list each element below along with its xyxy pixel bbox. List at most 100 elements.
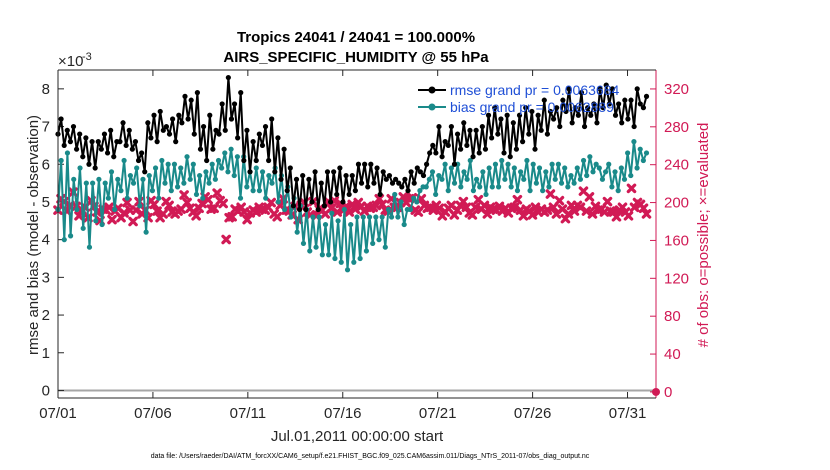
bias-point: [360, 214, 366, 220]
bias-point: [61, 237, 67, 243]
y-axis-left-label: rmse and bias (model - observation): [25, 115, 42, 355]
rmse-point: [451, 161, 458, 167]
bias-point: [477, 184, 483, 190]
rmse-point: [544, 131, 550, 137]
obs-evaluated-marker: [209, 203, 219, 214]
bias-point: [536, 165, 543, 171]
rmse-point: [547, 108, 554, 115]
rmse-point: [77, 131, 83, 137]
bias-point: [514, 188, 521, 194]
bias-point: [237, 195, 244, 201]
rmse-point: [204, 157, 210, 164]
bias-point: [225, 169, 231, 175]
bias-point: [439, 176, 445, 182]
rmse-point: [191, 131, 197, 137]
rmse-point: [275, 135, 281, 141]
bias-point: [212, 176, 218, 182]
obs-evaluated-marker: [527, 210, 538, 220]
y-right-tick-label: 80: [664, 308, 681, 325]
rmse-point: [139, 150, 145, 156]
bias-point: [584, 172, 590, 179]
rmse-point: [578, 90, 585, 96]
rmse-point: [349, 172, 355, 179]
bias-point: [90, 180, 96, 186]
rmse-point: [454, 131, 461, 137]
rmse-point: [374, 165, 380, 171]
bias-point: [112, 206, 118, 213]
bias-point: [543, 169, 549, 175]
bias-point: [392, 191, 398, 198]
bias-point: [134, 165, 140, 171]
bias-point: [470, 188, 477, 194]
rmse-point: [327, 199, 334, 205]
rmse-point: [600, 105, 606, 111]
rmse-point: [210, 146, 216, 152]
obs-evaluated-marker: [611, 211, 622, 222]
rmse-point: [126, 127, 132, 133]
bias-point: [565, 184, 571, 190]
rmse-point: [597, 86, 603, 92]
bias-point: [310, 214, 316, 220]
rmse-point: [625, 116, 631, 122]
x-tick-label: 07/16: [324, 405, 362, 422]
bias-point: [67, 233, 74, 239]
bias-point: [269, 180, 275, 186]
bias-point: [127, 172, 133, 179]
rmse-point: [541, 97, 547, 103]
bias-point: [209, 161, 215, 167]
y-right-tick-label: 120: [664, 270, 689, 287]
bias-point: [354, 214, 360, 220]
bias-point: [121, 157, 127, 164]
bias-point: [193, 191, 200, 198]
rmse-point: [423, 161, 430, 167]
obs-evaluated-marker: [74, 211, 84, 221]
obs-evaluated-marker: [221, 234, 231, 245]
y-right-tick-label: 200: [664, 195, 689, 212]
rmse-point: [324, 169, 331, 175]
rmse-point: [312, 169, 318, 175]
chart-title-line1: Tropics 24041 / 24041 = 100.000%: [237, 29, 475, 46]
rmse-point: [628, 97, 634, 103]
rmse-point: [272, 169, 278, 175]
legend-rmse-label: rmse grand pr = 0.0063684: [450, 82, 619, 98]
bias-point: [108, 169, 115, 175]
bias-point: [643, 150, 650, 156]
rmse-point: [287, 165, 293, 171]
rmse-point: [402, 176, 408, 182]
rmse-point: [616, 101, 622, 107]
rmse-point: [281, 146, 287, 152]
bias-point: [631, 139, 637, 145]
bias-point: [168, 188, 174, 194]
rmse-point: [104, 150, 111, 156]
rmse-point: [290, 203, 297, 209]
plot-background: [58, 70, 656, 398]
y-left-tick-label: 7: [42, 119, 50, 136]
bias-point: [115, 176, 121, 182]
bias-point: [580, 157, 587, 164]
bias-point: [486, 165, 492, 171]
bias-point: [436, 172, 442, 179]
rmse-point: [293, 176, 300, 182]
bias-point: [593, 161, 599, 167]
bias-point: [184, 154, 190, 160]
rmse-point: [603, 82, 609, 88]
rmse-point: [148, 135, 154, 141]
y-left-tick-label: 3: [42, 269, 50, 286]
rmse-point: [458, 146, 464, 152]
bias-point: [530, 161, 536, 167]
bias-point: [508, 184, 514, 190]
obs-evaluated-marker: [626, 183, 637, 194]
bias-point: [165, 161, 171, 167]
bias-point: [505, 161, 511, 167]
obs-evaluated-marker: [641, 209, 652, 219]
rmse-point: [306, 176, 312, 182]
rmse-point: [241, 157, 247, 164]
bias-point: [275, 199, 281, 205]
rmse-point: [433, 150, 439, 156]
rmse-point: [157, 108, 163, 115]
bias-point: [363, 248, 370, 254]
bias-point: [307, 248, 313, 254]
bias-point: [451, 180, 458, 186]
bias-point: [83, 180, 89, 186]
bias-point: [187, 176, 193, 182]
